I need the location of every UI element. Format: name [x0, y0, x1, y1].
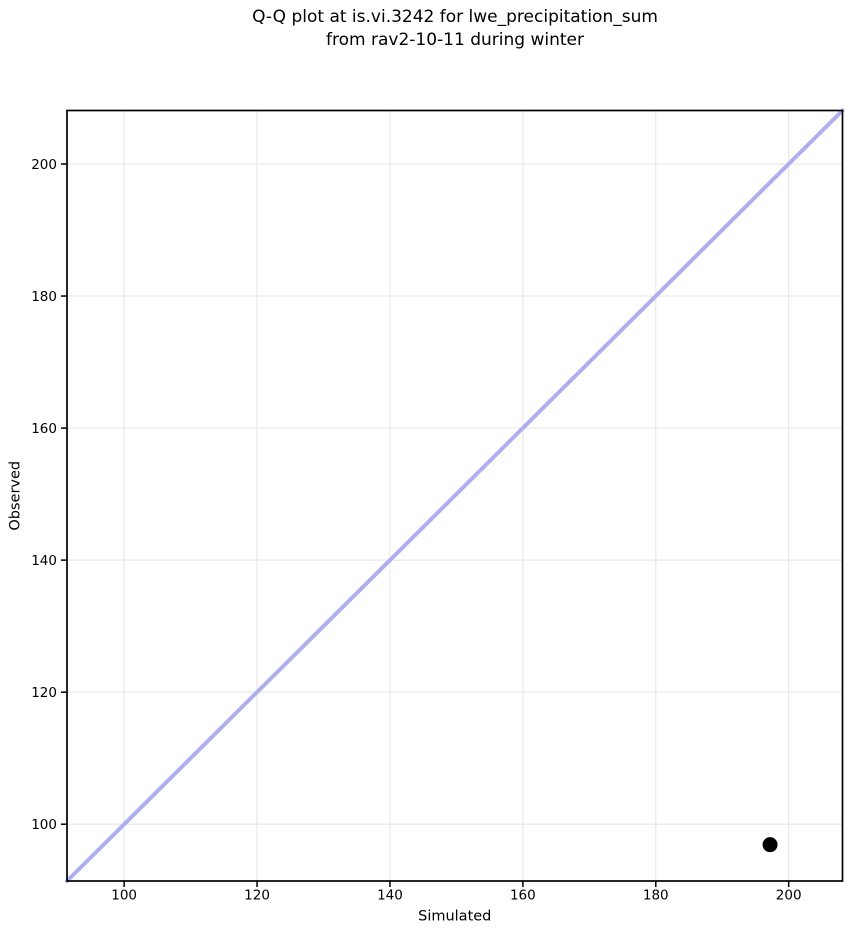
x-tick-label: 120 — [244, 888, 270, 904]
identity-line — [65, 108, 845, 883]
y-tick-label: 140 — [31, 553, 57, 569]
y-axis-label: Observed — [8, 461, 24, 531]
y-tick-label: 120 — [31, 685, 57, 701]
x-tick-label: 140 — [377, 888, 403, 904]
y-tick-label: 180 — [31, 289, 57, 305]
x-axis-label: Simulated — [418, 909, 491, 925]
y-tick-label: 200 — [31, 157, 57, 173]
chart-title: Q-Q plot at is.vi.3242 for lwe_precipita… — [67, 6, 843, 52]
y-tick-label: 160 — [31, 421, 57, 437]
plot-border — [66, 109, 844, 882]
y-tick-label: 100 — [31, 817, 57, 833]
x-tick-label: 100 — [111, 888, 137, 904]
x-tick-label: 200 — [776, 888, 802, 904]
chart-title-line1: Q-Q plot at is.vi.3242 for lwe_precipita… — [252, 7, 658, 27]
x-tick-label: 160 — [510, 888, 536, 904]
data-point — [762, 837, 778, 853]
chart-title-line2: from rav2-10-11 during winter — [326, 30, 584, 50]
x-tick-label: 180 — [643, 888, 669, 904]
